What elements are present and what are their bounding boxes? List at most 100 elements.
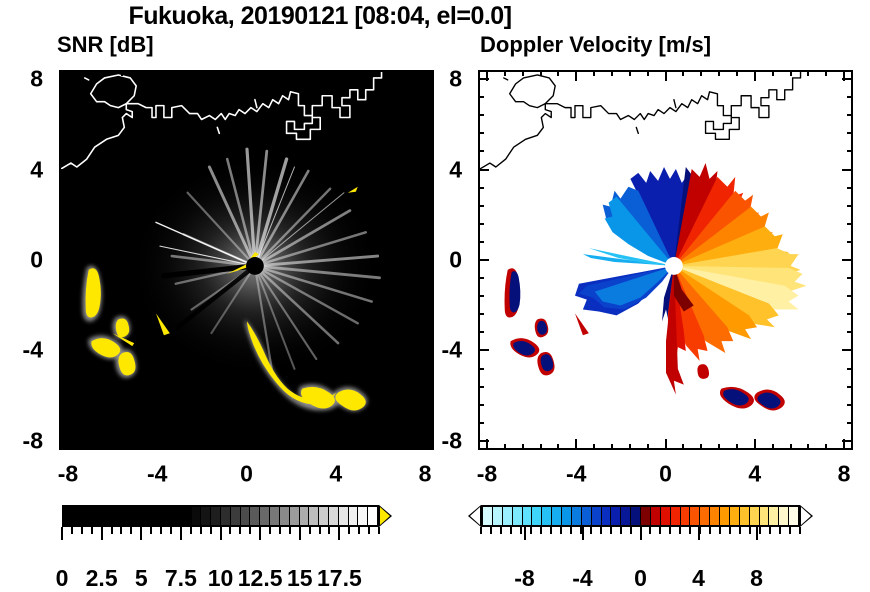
x-tick-minor <box>352 70 355 76</box>
colorbar-segment <box>502 507 513 525</box>
y-tick-minor <box>847 186 853 189</box>
y-tick-minor <box>847 331 853 334</box>
colorbar-segment <box>309 507 320 525</box>
y-tick-minor <box>59 96 65 99</box>
y-tick-minor <box>847 96 853 99</box>
y-tick-minor <box>478 96 484 99</box>
colorbar-tick-minor <box>539 527 542 534</box>
colorbar-tick-minor <box>689 527 692 534</box>
x-tick-minor <box>316 70 319 76</box>
colorbar-segment <box>358 507 369 525</box>
colorbar-segment <box>492 507 503 525</box>
y-axis-label-right-panel: -8 <box>441 427 462 454</box>
doppler-colorbar[interactable]: -8 -4 0 4 8 <box>468 505 813 591</box>
y-tick-minor <box>428 222 434 225</box>
y-tick-minor <box>478 367 484 370</box>
x-tick-minor <box>771 70 774 76</box>
x-tick-minor <box>503 70 506 76</box>
colorbar-segment <box>641 507 651 525</box>
colorbar-segment <box>73 507 84 525</box>
colorbar-segment <box>769 507 780 525</box>
colorbar-segment <box>279 507 290 525</box>
colorbar-segment <box>631 507 641 525</box>
colorbar-tick-minor <box>120 527 123 534</box>
snr-colorbar[interactable]: 0 2.5 5 7.5 10 12.5 15 17.5 <box>56 505 392 591</box>
colorbar-segment <box>181 507 192 525</box>
colorbar-segment <box>670 507 681 525</box>
y-tick-minor <box>478 313 484 316</box>
colorbar-segment <box>542 507 553 525</box>
y-tick-minor <box>478 222 484 225</box>
y-tick-minor <box>428 114 434 117</box>
colorbar-segment <box>93 507 104 525</box>
x-axis-label-dop: 0 <box>659 460 672 487</box>
y-tick-minor <box>59 385 65 388</box>
y-axis-label-right-panel: -4 <box>441 336 462 363</box>
x-tick-minor <box>209 70 212 76</box>
x-tick-major <box>664 439 667 450</box>
doppler-colorbar-gradient <box>481 505 800 527</box>
colorbar-label-snr: 5 <box>134 565 148 591</box>
colorbar-tick-minor <box>639 527 642 534</box>
colorbar-tick-minor <box>219 527 222 534</box>
y-tick-major <box>842 259 853 261</box>
x-tick-major <box>485 439 488 450</box>
x-tick-minor <box>263 444 266 450</box>
colorbar-label-dop: -4 <box>572 565 593 591</box>
snr-plot-panel[interactable] <box>59 70 434 450</box>
colorbar-tick-minor <box>80 527 83 534</box>
x-tick-minor <box>84 444 87 450</box>
x-tick-minor <box>263 70 266 76</box>
x-tick-minor <box>700 444 703 450</box>
x-tick-minor <box>227 444 230 450</box>
colorbar-label-dop: -8 <box>514 565 535 591</box>
x-tick-minor <box>138 70 141 76</box>
colorbar-tick-minor <box>189 527 192 534</box>
y-tick-minor <box>847 204 853 207</box>
x-tick-minor <box>388 444 391 450</box>
x-tick-minor <box>539 70 542 76</box>
colorbar-segment <box>759 507 770 525</box>
colorbar-segment <box>319 507 329 525</box>
y-axis-label: -4 <box>22 336 43 363</box>
y-tick-minor <box>478 204 484 207</box>
y-axis-label-right-panel: 4 <box>449 156 462 183</box>
y-tick-major <box>423 78 434 81</box>
colorbar-label-snr: 10 <box>207 565 234 591</box>
x-tick-minor <box>789 444 792 450</box>
colorbar-tick-minor <box>789 527 792 534</box>
colorbar-label-snr: 12.5 <box>237 565 283 591</box>
y-tick-minor <box>59 132 65 135</box>
colorbar-tick-minor <box>130 527 133 534</box>
colorbar-tick-minor <box>378 527 380 534</box>
y-tick-minor <box>428 313 434 316</box>
colorbar-segment <box>532 507 543 525</box>
y-tick-minor <box>478 403 484 406</box>
doppler-plot-panel[interactable] <box>478 70 853 450</box>
x-tick-minor <box>503 444 506 450</box>
doppler-plot-canvas <box>480 72 851 448</box>
colorbar-segment <box>581 507 592 525</box>
y-tick-minor <box>847 385 853 388</box>
colorbar-tick-minor <box>298 527 301 534</box>
colorbar-tick-minor <box>179 527 182 534</box>
x-tick-major <box>843 70 846 81</box>
colorbar-tick-minor <box>489 527 492 534</box>
x-tick-minor <box>646 444 649 450</box>
y-tick-minor <box>59 186 65 189</box>
colorbar-segment <box>299 507 310 525</box>
x-axis-label-dop: -4 <box>565 460 587 487</box>
y-tick-minor <box>478 277 484 280</box>
x-axis-label-snr: 8 <box>418 460 432 487</box>
y-tick-minor <box>847 277 853 280</box>
y-tick-minor <box>478 421 484 424</box>
y-tick-minor <box>478 186 484 189</box>
y-tick-major <box>478 349 489 352</box>
y-tick-minor <box>428 96 434 99</box>
colorbar-tick-minor <box>759 527 762 534</box>
x-tick-minor <box>807 444 810 450</box>
colorbar-segment <box>749 507 760 525</box>
x-tick-minor <box>191 444 194 450</box>
x-axis-label-snr: 0 <box>240 460 253 487</box>
colorbar-tick-minor <box>499 527 502 534</box>
